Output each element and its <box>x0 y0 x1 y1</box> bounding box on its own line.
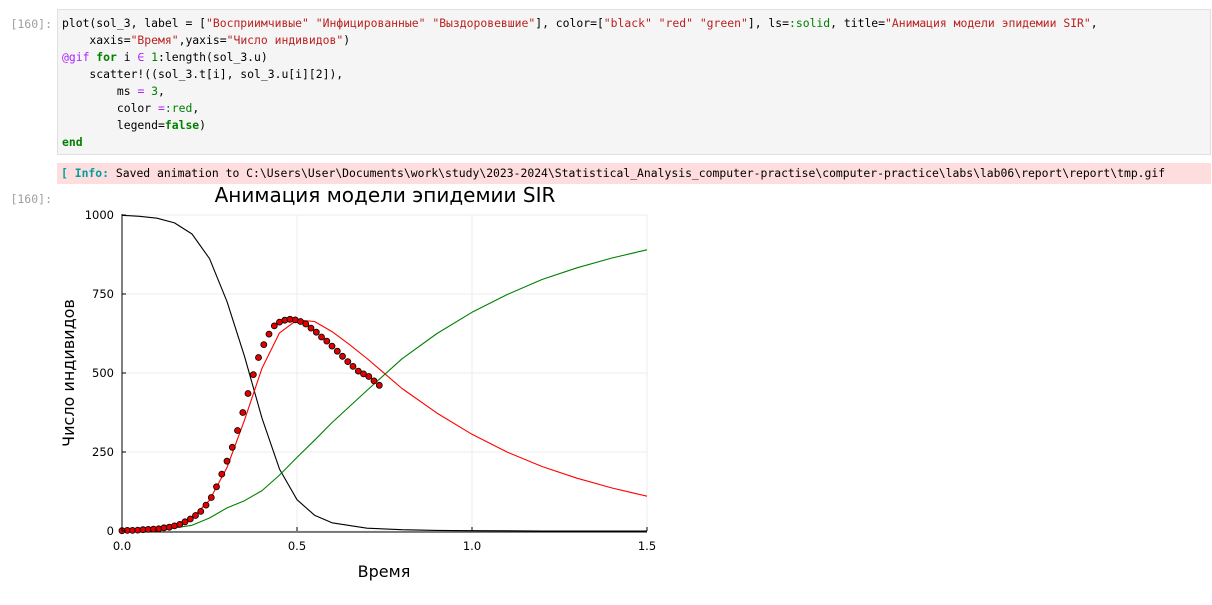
series-line-2 <box>121 249 648 532</box>
scatter-point-13 <box>186 515 194 523</box>
x-tick-label-2: 1.0 <box>463 539 481 553</box>
scatter-point-18 <box>213 483 220 491</box>
sir-plot: 0.0 0.5 1.0 1.5 0 250 500 750 1000 Анимация моде… <box>57 183 657 589</box>
code-cell[interactable]: plot(sol_3, label = ["Восприимчивые" "Ин… <box>57 9 1211 155</box>
scatter-point-37 <box>312 328 320 336</box>
series-line-0 <box>121 214 647 532</box>
y-tick-label-1: 250 <box>92 445 114 459</box>
scatter-point-45 <box>354 367 362 375</box>
code-line-4: scatter!((sol_3.t[i], sol_3.u[i][2]), <box>62 67 344 81</box>
y-tick-label-4: 1000 <box>85 208 114 222</box>
y-tick-label-0: 0 <box>107 524 114 538</box>
code-line-3: @gif for i ∈ 1:length(sol_3.u) <box>62 50 268 64</box>
scatter-point-16 <box>202 501 210 509</box>
stderr-info-output: [ Info: Saved animation to C:\Users\User… <box>57 163 1211 184</box>
scatter-point-38 <box>318 333 325 341</box>
scatter-point-42 <box>339 352 346 360</box>
code-line-2: xaxis="Время",yaxis="Число индивидов") <box>62 33 351 47</box>
scatter-point-12 <box>181 518 189 526</box>
scatter-point-40 <box>328 342 336 350</box>
grid <box>121 214 648 532</box>
code-line-6: color =:red, <box>62 101 200 115</box>
scatter-point-29 <box>270 322 278 330</box>
scatter-point-21 <box>228 443 236 451</box>
y-tick-label-2: 500 <box>92 366 114 380</box>
series-line-1 <box>121 319 648 532</box>
scatter-point-17 <box>207 494 215 501</box>
info-tag: [ Info: <box>61 166 110 180</box>
y-axis-label: Число индивидов <box>59 299 78 447</box>
scatter-point-11 <box>176 520 184 528</box>
output-prompt: [160]: <box>10 192 52 206</box>
scatter-point-19 <box>218 470 226 478</box>
code-line-5: ms = 3, <box>62 84 165 98</box>
x-tick-label-3: 1.5 <box>638 539 656 553</box>
scatter-point-47 <box>365 373 373 380</box>
scatter-point-48 <box>370 377 378 385</box>
scatter-point-23 <box>239 409 247 416</box>
scatter-point-39 <box>323 337 331 345</box>
scatter-point-24 <box>244 390 252 397</box>
code-line-1: plot(sol_3, label = ["Восприимчивые" "Ин… <box>62 16 1098 30</box>
markers-group <box>118 315 383 535</box>
scatter-point-36 <box>307 324 315 332</box>
ticks-group: 0.0 0.5 1.0 1.5 0 250 500 750 1000 <box>85 208 656 553</box>
x-tick-label-0: 0.0 <box>113 539 131 553</box>
scatter-point-46 <box>360 370 367 378</box>
x-tick-label-1: 0.5 <box>288 539 306 553</box>
chart-svg: 0.0 0.5 1.0 1.5 0 250 500 750 1000 Анимация моде… <box>59 183 656 581</box>
scatter-point-35 <box>302 320 310 328</box>
scatter-point-43 <box>344 358 352 366</box>
scatter-point-28 <box>265 330 273 338</box>
scatter-point-41 <box>333 347 341 355</box>
chart-title: Анимация модели эпидемии SIR <box>215 185 556 207</box>
input-prompt: [160]: <box>10 17 52 31</box>
code-line-8: end <box>62 135 83 149</box>
scatter-point-20 <box>223 457 231 465</box>
y-tick-label-3: 750 <box>92 287 114 301</box>
scatter-point-22 <box>234 427 241 434</box>
scatter-point-44 <box>349 362 357 370</box>
code-editor[interactable]: plot(sol_3, label = ["Восприимчивые" "Ин… <box>58 10 1210 156</box>
scatter-point-14 <box>192 512 199 519</box>
scatter-point-27 <box>260 341 268 349</box>
x-axis-label: Время <box>358 562 411 581</box>
info-message: Saved animation to C:\Users\User\Documen… <box>109 166 1166 180</box>
scatter-point-15 <box>197 507 205 515</box>
scatter-point-49 <box>375 381 383 389</box>
scatter-point-26 <box>255 354 262 361</box>
code-line-7: legend=false) <box>62 118 207 132</box>
scatter-point-25 <box>249 371 257 379</box>
